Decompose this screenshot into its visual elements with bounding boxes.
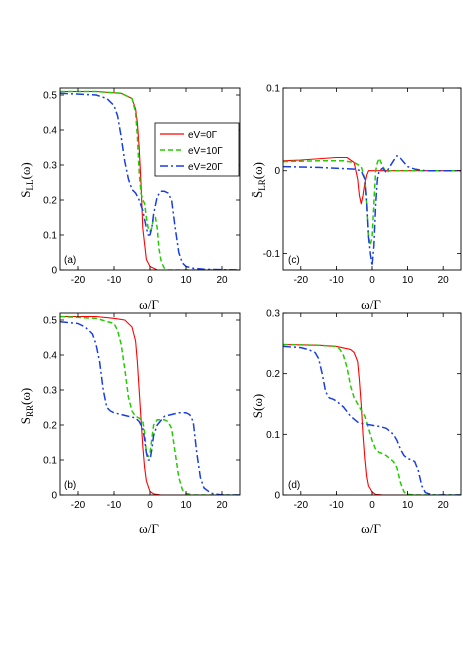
panel-a-xtick-label: -20	[71, 275, 86, 286]
panel-c-ytick-label: 0.1	[266, 84, 280, 95]
panel-b-xtick-label: -10	[107, 500, 122, 511]
panel-b-ytick-label: 0	[51, 491, 57, 502]
panel-c-series-ev10	[283, 157, 461, 246]
panel-d-xtick-label: 0	[369, 500, 375, 511]
panel-a-xtick-label: 0	[147, 275, 153, 286]
panel-b-label: (b)	[64, 480, 76, 491]
panel-d: S(ω) ω/Γ (d)	[250, 394, 381, 536]
panel-a-ytick-label: 0.4	[43, 126, 57, 137]
panel-a-series-ev20	[60, 92, 240, 270]
panel-b-xtick-label: 10	[180, 500, 192, 511]
panel-a-ytick-label: 0	[51, 266, 57, 277]
panel-d-plot: -20 -10 0 10 20 0 0.1 0.2 0.3	[266, 309, 462, 511]
legend: eV=0Γ eV=10Γ eV=20Γ	[154, 122, 240, 177]
panel-c-label: (c)	[288, 255, 300, 266]
panel-a-series-ev10	[60, 90, 240, 270]
panel-b-ytick-label: 0.4	[43, 351, 57, 362]
panel-d-label: (d)	[288, 480, 300, 491]
panel-d-ytick-label: 0.2	[266, 369, 280, 380]
panel-c-ytick-label: 0	[274, 166, 280, 177]
panel-d-series-ev20	[283, 345, 461, 495]
panel-b-plot: -20 -10 0 10 20 0 0.1 0.2 0.3 0.4 0.5	[43, 312, 241, 511]
panel-d-ytick-label: 0.1	[266, 430, 280, 441]
panel-b-xtick-label: 20	[216, 500, 228, 511]
panel-c: S̄LR(ω) ω/Γ (c)	[250, 162, 381, 312]
panel-c-frame	[282, 87, 462, 271]
panel-d-frame	[282, 312, 462, 496]
panel-a-ytick-label: 0.1	[43, 231, 57, 242]
panel-b-series-ev0	[60, 315, 240, 495]
panel-c-xtick-label: -20	[294, 275, 309, 286]
panel-c-xtick-label: 10	[402, 275, 414, 286]
panel-c-xlabel: ω/Γ	[361, 297, 381, 312]
panel-a-xtick-label: 20	[216, 275, 228, 286]
panel-b-xtick-label: -20	[71, 500, 86, 511]
panel-c-xtick-label: 0	[369, 275, 375, 286]
panel-b: SRR(ω) ω/Γ (b)	[18, 388, 159, 536]
panel-c-series-ev20	[283, 155, 461, 267]
panel-a: SLL(ω) ω/Γ (a)	[18, 162, 159, 312]
panel-b-xtick-label: 0	[147, 500, 153, 511]
panel-b-ytick-label: 0.1	[43, 456, 57, 467]
panel-a-ytick-label: 0.5	[43, 91, 57, 102]
panel-a-series-ev0	[60, 90, 240, 270]
panel-b-series-ev10	[60, 315, 240, 495]
panel-c-ylabel: S̄LR(ω)	[250, 162, 267, 198]
panel-d-xtick-label: -10	[329, 500, 344, 511]
panel-a-label: (a)	[64, 255, 76, 266]
panel-c-xtick-label: -10	[329, 275, 344, 286]
panel-b-ytick-label: 0.5	[43, 316, 57, 327]
panel-d-ylabel: S(ω)	[250, 394, 265, 418]
panel-d-ytick-label: 0.3	[266, 309, 280, 320]
panel-d-xlabel: ω/Γ	[361, 521, 381, 536]
panel-d-ytick-label: 0	[274, 491, 280, 502]
legend-label-ev20: eV=20Γ	[188, 162, 223, 173]
panel-d-xtick-label: 20	[438, 500, 450, 511]
panel-a-ytick-label: 0.2	[43, 196, 57, 207]
legend-label-ev10: eV=10Γ	[188, 146, 223, 157]
panel-a-xtick-label: -10	[107, 275, 122, 286]
panel-b-series-ev20	[60, 321, 240, 495]
panel-a-plot: -20 -10 0 10 20 0 0.1 0.2 0.3 0.4 0.5	[43, 87, 241, 286]
panel-a-ylabel: SLL(ω)	[18, 162, 35, 197]
legend-label-ev0: eV=0Γ	[188, 130, 218, 141]
panel-b-ytick-label: 0.2	[43, 421, 57, 432]
panel-c-ytick-label: -0.1	[263, 249, 281, 260]
panel-a-xtick-label: 10	[180, 275, 192, 286]
panel-a-frame	[59, 87, 241, 271]
panel-d-series-ev10	[283, 343, 461, 495]
panel-b-xlabel: ω/Γ	[139, 521, 159, 536]
panel-b-frame	[59, 312, 241, 496]
panel-d-xtick-label: -20	[294, 500, 309, 511]
panel-c-xtick-label: 20	[438, 275, 450, 286]
panel-b-ylabel: SRR(ω)	[18, 388, 35, 424]
panel-b-ytick-label: 0.3	[43, 386, 57, 397]
panel-a-ytick-label: 0.3	[43, 161, 57, 172]
panel-c-plot: -20 -10 0 10 20 -0.1 0 0.1	[263, 84, 462, 286]
panel-c-series-ev0	[283, 156, 461, 205]
panel-a-xlabel: ω/Γ	[139, 297, 159, 312]
panel-d-xtick-label: 10	[402, 500, 414, 511]
panel-d-series-ev0	[283, 343, 461, 495]
